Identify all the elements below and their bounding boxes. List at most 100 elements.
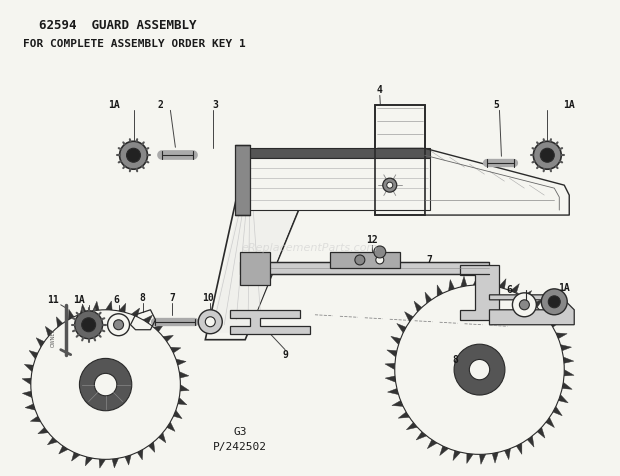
Polygon shape — [45, 327, 53, 337]
Circle shape — [533, 141, 561, 169]
Polygon shape — [240, 262, 489, 274]
Circle shape — [126, 148, 141, 162]
Polygon shape — [522, 290, 532, 299]
Polygon shape — [549, 321, 561, 327]
Polygon shape — [205, 158, 320, 340]
Polygon shape — [174, 410, 182, 418]
Polygon shape — [137, 449, 143, 460]
Polygon shape — [245, 158, 430, 210]
Text: P/242502: P/242502 — [213, 442, 267, 452]
Text: OWNER: OWNER — [50, 328, 55, 347]
Polygon shape — [47, 437, 58, 445]
Circle shape — [120, 141, 148, 169]
Polygon shape — [112, 458, 118, 468]
Circle shape — [198, 310, 222, 334]
Text: 62594  GUARD ASSEMBLY: 62594 GUARD ASSEMBLY — [39, 19, 197, 31]
Polygon shape — [467, 454, 473, 464]
Circle shape — [541, 289, 567, 315]
Text: 4: 4 — [377, 85, 383, 95]
Polygon shape — [425, 148, 569, 215]
Text: 12: 12 — [366, 235, 378, 245]
Text: G3: G3 — [234, 427, 247, 437]
Text: 8: 8 — [140, 293, 146, 303]
Circle shape — [395, 285, 564, 455]
Circle shape — [79, 358, 132, 411]
Polygon shape — [516, 443, 522, 454]
Circle shape — [454, 344, 505, 395]
Polygon shape — [397, 324, 406, 333]
Polygon shape — [537, 427, 545, 438]
Polygon shape — [59, 446, 68, 454]
Circle shape — [469, 359, 490, 380]
Circle shape — [355, 255, 365, 265]
Polygon shape — [564, 370, 574, 376]
Polygon shape — [406, 423, 417, 430]
Polygon shape — [375, 105, 425, 215]
Polygon shape — [559, 395, 568, 403]
Polygon shape — [416, 432, 427, 440]
Polygon shape — [159, 433, 166, 443]
Text: 10: 10 — [202, 293, 214, 303]
Polygon shape — [391, 337, 401, 345]
Polygon shape — [125, 455, 131, 465]
Polygon shape — [385, 363, 395, 370]
Polygon shape — [240, 252, 270, 285]
Text: 1A: 1A — [108, 100, 120, 110]
Text: 6: 6 — [507, 285, 512, 295]
Polygon shape — [36, 338, 45, 347]
Polygon shape — [245, 148, 430, 158]
Polygon shape — [510, 284, 520, 293]
Polygon shape — [56, 317, 63, 327]
Polygon shape — [479, 454, 486, 464]
Polygon shape — [556, 333, 567, 338]
Polygon shape — [489, 295, 574, 325]
Polygon shape — [461, 276, 467, 287]
Polygon shape — [398, 412, 409, 418]
Polygon shape — [22, 378, 31, 385]
Circle shape — [374, 246, 386, 258]
Circle shape — [113, 320, 123, 330]
Polygon shape — [414, 301, 422, 312]
Text: 2: 2 — [157, 100, 164, 110]
Polygon shape — [68, 309, 74, 320]
Polygon shape — [29, 350, 38, 359]
Polygon shape — [459, 265, 520, 320]
Text: 7: 7 — [169, 293, 175, 303]
Polygon shape — [392, 401, 403, 407]
Polygon shape — [179, 372, 189, 378]
Text: eReplacementParts.com: eReplacementParts.com — [242, 243, 378, 253]
Polygon shape — [143, 315, 153, 323]
Circle shape — [376, 256, 384, 264]
Text: 9: 9 — [282, 350, 288, 360]
Circle shape — [548, 296, 560, 308]
Polygon shape — [427, 440, 437, 449]
Polygon shape — [230, 310, 310, 334]
Polygon shape — [86, 457, 92, 466]
Text: 7: 7 — [427, 255, 433, 265]
Text: 8: 8 — [453, 355, 459, 365]
Polygon shape — [178, 397, 187, 405]
Polygon shape — [24, 364, 33, 372]
Polygon shape — [505, 448, 510, 460]
Polygon shape — [235, 145, 250, 215]
Polygon shape — [167, 422, 175, 431]
Polygon shape — [170, 347, 181, 353]
Polygon shape — [80, 304, 86, 314]
Circle shape — [512, 293, 536, 317]
Polygon shape — [210, 163, 316, 333]
Polygon shape — [387, 350, 397, 357]
Polygon shape — [22, 391, 32, 397]
Polygon shape — [92, 301, 99, 311]
Polygon shape — [542, 309, 552, 317]
Text: 1A: 1A — [559, 283, 570, 293]
Polygon shape — [25, 404, 35, 410]
Circle shape — [387, 182, 392, 188]
Circle shape — [205, 317, 215, 327]
Polygon shape — [118, 303, 126, 312]
Polygon shape — [38, 427, 48, 434]
Polygon shape — [105, 301, 112, 310]
Text: 1A: 1A — [73, 295, 84, 305]
Polygon shape — [154, 324, 164, 332]
Polygon shape — [546, 417, 554, 427]
Polygon shape — [553, 407, 562, 416]
